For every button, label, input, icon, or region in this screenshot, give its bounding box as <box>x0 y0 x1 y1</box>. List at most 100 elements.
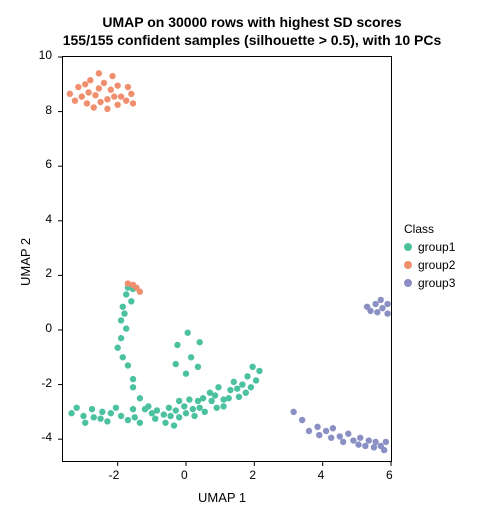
data-point <box>167 413 173 419</box>
data-point <box>314 424 320 430</box>
data-point <box>195 364 201 370</box>
data-point <box>306 428 312 434</box>
data-point <box>73 405 79 411</box>
data-point <box>89 406 95 412</box>
y-tick-label: 0 <box>45 321 52 335</box>
data-point <box>366 437 372 443</box>
y-tick-label: 10 <box>39 48 52 62</box>
data-point <box>91 414 97 420</box>
data-point <box>383 439 389 445</box>
data-point <box>188 354 194 360</box>
data-point <box>323 428 329 434</box>
umap-scatter-figure: UMAP on 30000 rows with highest SD score… <box>0 0 504 504</box>
data-point <box>173 407 179 413</box>
data-point <box>227 387 233 393</box>
data-point <box>208 398 214 404</box>
data-point <box>82 420 88 426</box>
data-point <box>384 310 390 316</box>
data-point <box>154 407 160 413</box>
data-point <box>75 84 81 90</box>
chart-title-line1: UMAP on 30000 rows with highest SD score… <box>0 14 504 30</box>
legend-label: group3 <box>418 276 455 290</box>
data-point <box>174 342 180 348</box>
data-point <box>367 308 373 314</box>
data-point <box>128 298 134 304</box>
data-point <box>384 301 390 307</box>
data-point <box>123 97 129 103</box>
data-point <box>130 376 136 382</box>
data-point <box>381 447 387 453</box>
data-point <box>355 441 361 447</box>
legend-label: group2 <box>418 258 455 272</box>
data-point <box>137 395 143 401</box>
data-point <box>123 325 129 331</box>
data-point <box>125 417 131 423</box>
legend-swatch-icon <box>404 279 412 287</box>
data-point <box>111 93 117 99</box>
data-point <box>340 439 346 445</box>
legend-title: Class <box>404 222 455 236</box>
x-tick-label: 2 <box>249 468 256 482</box>
data-point <box>191 413 197 419</box>
data-point <box>374 309 380 315</box>
x-tick-label: -2 <box>109 468 120 482</box>
data-point <box>244 373 250 379</box>
data-point <box>68 410 74 416</box>
data-point <box>82 81 88 87</box>
legend-swatch-icon <box>404 243 412 251</box>
data-point <box>99 409 105 415</box>
data-point <box>108 410 114 416</box>
data-point <box>125 362 131 368</box>
data-point <box>171 422 177 428</box>
data-point <box>137 420 143 426</box>
scatter-points-layer <box>63 57 391 461</box>
data-point <box>190 406 196 412</box>
data-point <box>118 413 124 419</box>
chart-title-line2: 155/155 confident samples (silhouette > … <box>0 32 504 48</box>
data-point <box>372 301 378 307</box>
y-tick-label: 8 <box>45 103 52 117</box>
data-point <box>67 91 73 97</box>
data-point <box>118 317 124 323</box>
data-point <box>104 106 110 112</box>
data-point <box>239 381 245 387</box>
data-point <box>85 89 91 95</box>
data-point <box>162 420 168 426</box>
data-point <box>109 73 115 79</box>
data-point <box>120 304 126 310</box>
data-point <box>96 85 102 91</box>
legend-item: group2 <box>404 258 455 272</box>
data-point <box>234 385 240 391</box>
data-point <box>337 433 343 439</box>
data-point <box>185 330 191 336</box>
data-point <box>330 425 336 431</box>
data-point <box>350 437 356 443</box>
data-point <box>212 392 218 398</box>
legend-item: group3 <box>404 276 455 290</box>
x-axis-label: UMAP 1 <box>198 490 246 505</box>
data-point <box>362 443 368 449</box>
data-point <box>97 99 103 105</box>
y-tick-label: -4 <box>41 430 52 444</box>
data-point <box>176 398 182 404</box>
data-point <box>104 418 110 424</box>
data-point <box>202 409 208 415</box>
data-point <box>214 405 220 411</box>
data-point <box>316 432 322 438</box>
data-point <box>128 91 134 97</box>
data-point <box>181 403 187 409</box>
data-point <box>104 96 110 102</box>
data-point <box>72 97 78 103</box>
y-tick-label: 4 <box>45 212 52 226</box>
data-point <box>120 354 126 360</box>
y-tick-label: 2 <box>45 266 52 280</box>
data-point <box>236 394 242 400</box>
data-point <box>123 291 129 297</box>
plot-area <box>62 56 392 462</box>
data-point <box>137 289 143 295</box>
data-point <box>226 395 232 401</box>
data-point <box>186 396 192 402</box>
data-point <box>379 305 385 311</box>
data-point <box>243 390 249 396</box>
y-tick-label: 6 <box>45 157 52 171</box>
